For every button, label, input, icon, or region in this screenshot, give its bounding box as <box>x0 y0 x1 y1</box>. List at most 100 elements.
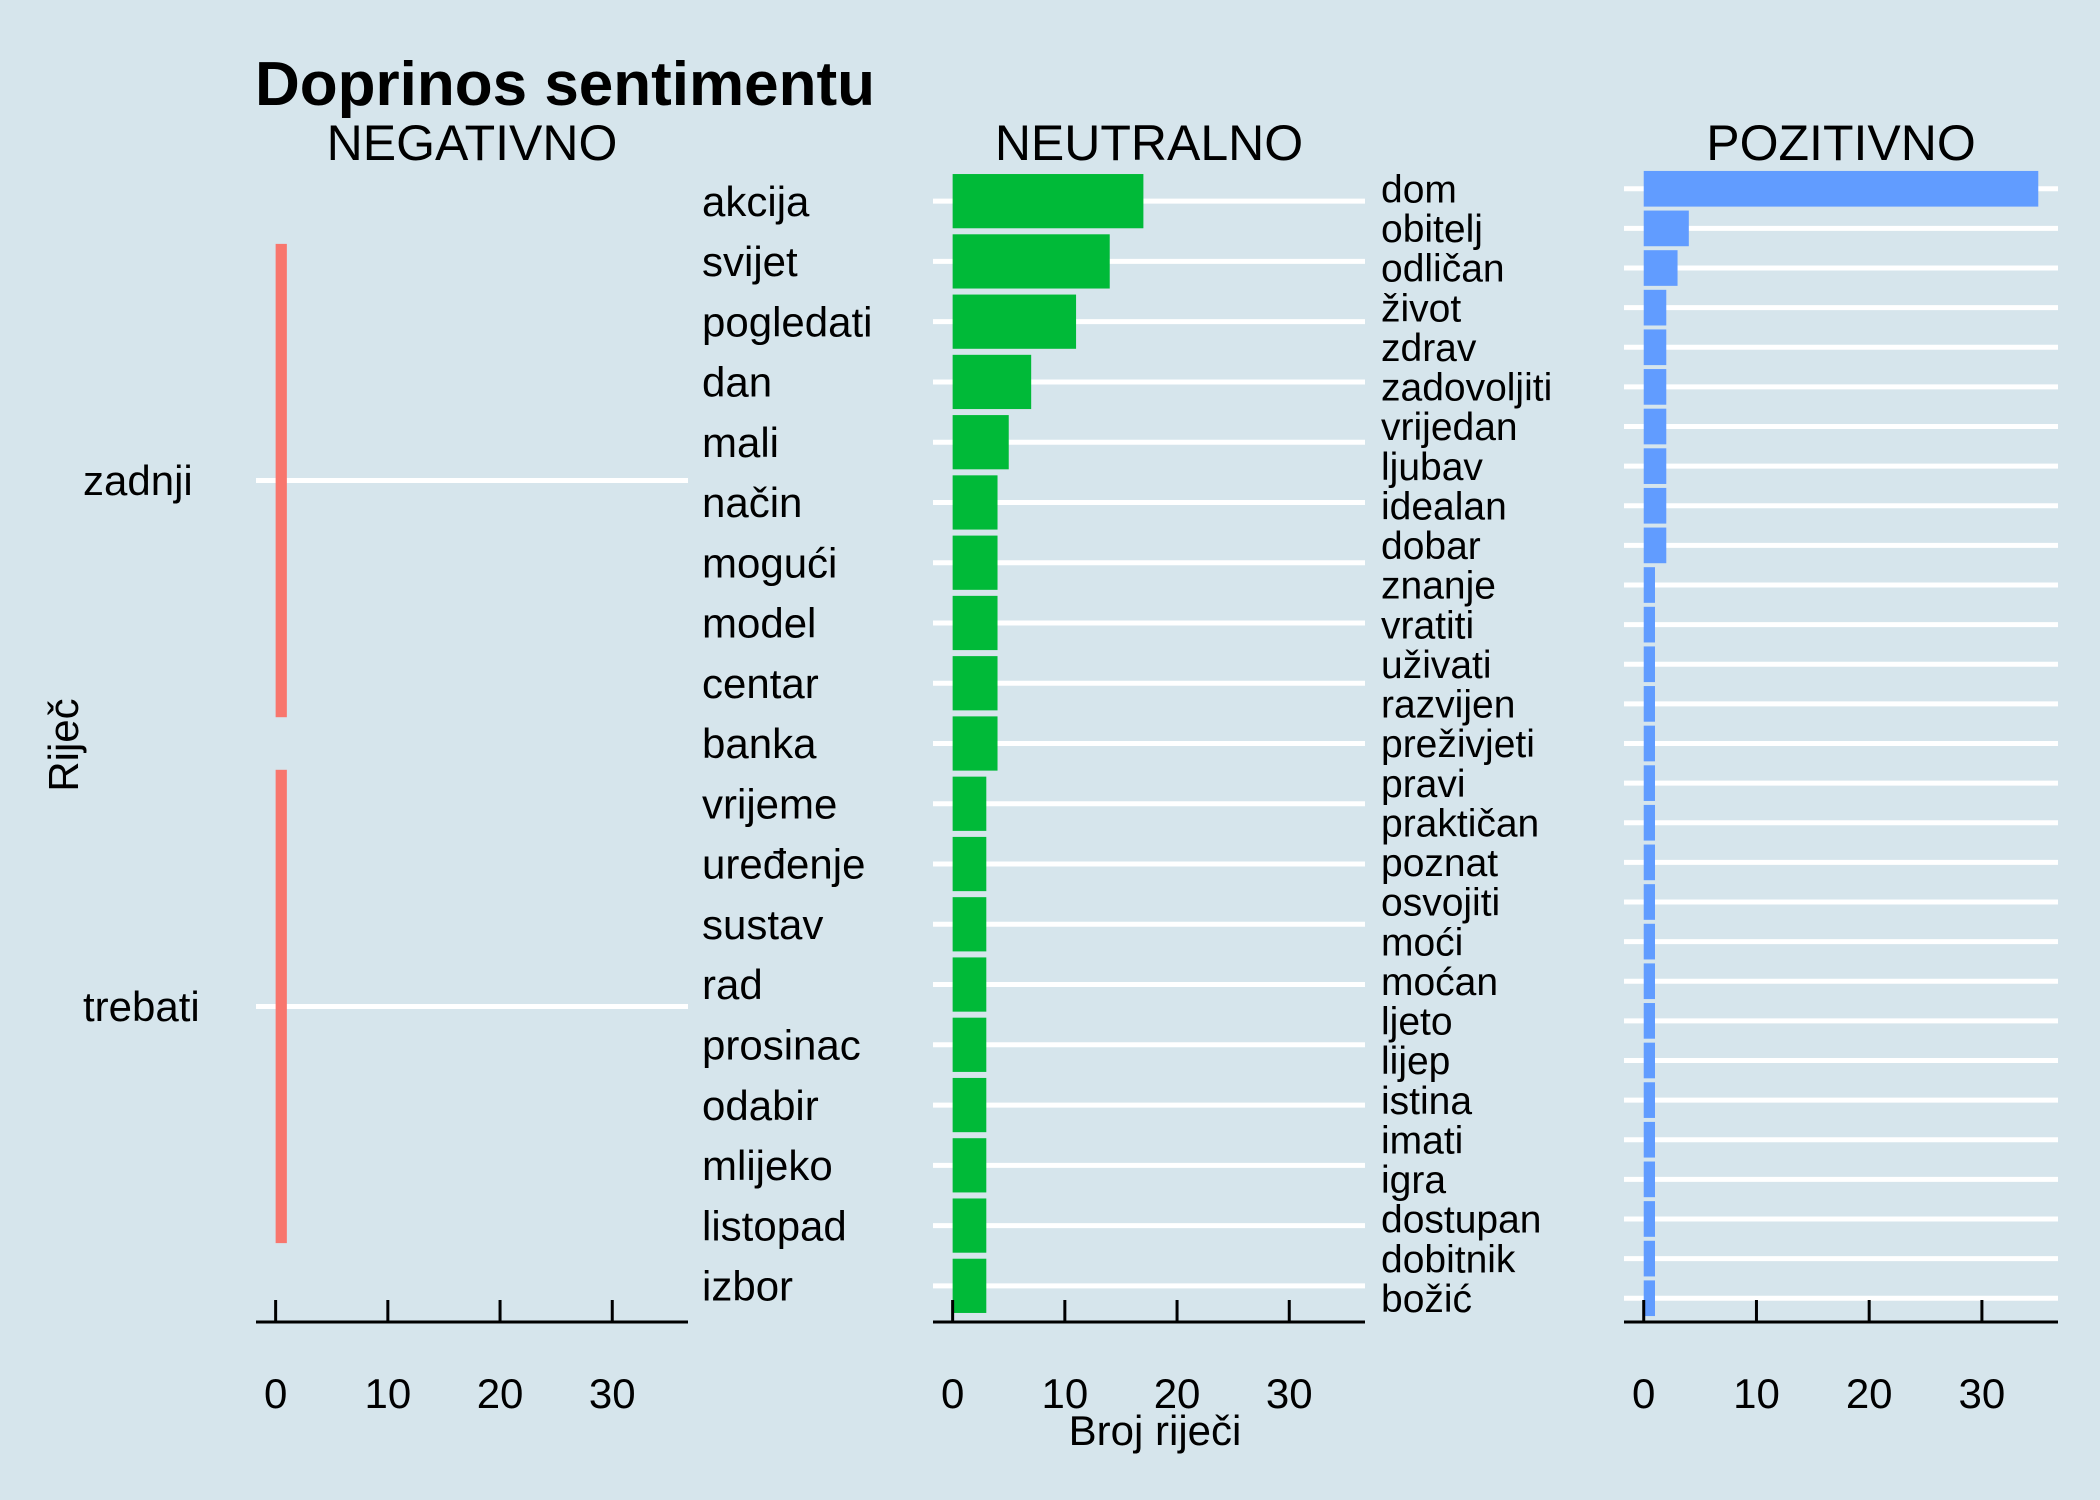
category-label: vrijeme <box>702 780 837 827</box>
bar-uživati <box>1643 646 1655 683</box>
x-tick-label: 10 <box>1733 1370 1780 1417</box>
y-axis-label: Riječ <box>40 698 87 791</box>
category-label: ljeto <box>1381 1001 1453 1044</box>
chart-panels: NEGATIVNO zadnji trebati 0 10 20 30 NEUTRALNO ak… <box>83 115 2058 1417</box>
category-label: lijep <box>1381 1040 1450 1083</box>
category-label: odabir <box>702 1082 819 1129</box>
x-tick-label: 0 <box>941 1370 964 1417</box>
bar-dan <box>952 354 1032 410</box>
category-label: idealan <box>1381 485 1507 528</box>
bar-odabir <box>952 1077 987 1133</box>
bar-poznat <box>1643 844 1655 881</box>
category-label: ljubav <box>1381 446 1483 489</box>
bar-istina <box>1643 1082 1655 1118</box>
x-tick-label: 10 <box>1041 1370 1088 1417</box>
panel-pozitivno: POZITIVNO domobiteljodličanživotzdravzado… <box>1381 115 2058 1417</box>
bar-ljubav <box>1643 448 1667 484</box>
bar-dostupan <box>1643 1201 1655 1237</box>
bar-imati <box>1643 1121 1655 1158</box>
bar-centar <box>952 656 998 711</box>
bar-ljeto <box>1643 1003 1655 1039</box>
bar-izbor <box>952 1258 987 1313</box>
category-label: dobitnik <box>1381 1238 1516 1281</box>
category-label: mali <box>702 419 779 466</box>
category-label: zadnji <box>83 457 193 504</box>
panel-title-neutralno: NEUTRALNO <box>995 115 1303 171</box>
panel-title-negativno: NEGATIVNO <box>327 115 618 171</box>
category-label: rad <box>702 961 763 1008</box>
bar-lijep <box>1643 1042 1655 1079</box>
bar-mogući <box>952 535 998 590</box>
bar-znanje <box>1643 567 1655 603</box>
category-label: dan <box>702 359 772 406</box>
bar-svijet <box>952 234 1110 289</box>
category-label: dom <box>1381 168 1457 211</box>
category-label: model <box>702 600 816 647</box>
bar-život <box>1643 289 1667 326</box>
category-label: vrijedan <box>1381 406 1518 449</box>
category-label: istina <box>1381 1080 1472 1123</box>
category-label: uređenje <box>702 841 865 888</box>
category-label: mogući <box>702 539 837 586</box>
category-label: igra <box>1381 1159 1446 1202</box>
x-tick-label: 0 <box>264 1370 287 1417</box>
bar-idealan <box>1643 487 1667 524</box>
bar-dobitnik <box>1643 1240 1655 1277</box>
bar-model <box>952 595 998 651</box>
bar-vrijedan <box>1643 408 1667 445</box>
x-tick-label: 30 <box>589 1370 636 1417</box>
category-label: život <box>1381 287 1461 330</box>
category-label: pogledati <box>702 298 872 345</box>
bar-odličan <box>1643 250 1678 286</box>
x-tick-label: 0 <box>1632 1370 1655 1417</box>
category-label: dostupan <box>1381 1199 1541 1242</box>
category-label: zdrav <box>1381 327 1477 370</box>
bar-igra <box>1643 1161 1655 1198</box>
bar-dom <box>1643 170 2039 207</box>
bar-moći <box>1643 923 1655 960</box>
bar-rad <box>952 957 987 1012</box>
bar-dobar <box>1643 527 1667 564</box>
panel-neutralno: NEUTRALNO akcija svijet pogledati dan mali nač… <box>702 115 1365 1417</box>
bar-božić <box>1643 1280 1655 1317</box>
category-label: osvojiti <box>1381 882 1500 925</box>
category-label: izbor <box>702 1263 793 1310</box>
bar-pogledati <box>952 294 1077 349</box>
bar-razvijen <box>1643 686 1655 722</box>
x-tick-label: 20 <box>477 1370 524 1417</box>
category-label: pravi <box>1381 763 1466 806</box>
bar-osvojiti <box>1643 884 1655 920</box>
bar-banka <box>952 716 998 771</box>
category-label: uživati <box>1381 644 1492 687</box>
bar-vratiti <box>1643 606 1655 643</box>
chart-title: Doprinos sentimentu <box>255 50 875 119</box>
category-label: vratiti <box>1381 604 1474 647</box>
bar-mali <box>952 415 1009 470</box>
x-tick-label: 10 <box>364 1370 411 1417</box>
category-label: način <box>702 479 802 526</box>
bar-način <box>952 475 998 530</box>
bar-akcija <box>952 174 1144 229</box>
bar-mlijeko <box>952 1138 987 1193</box>
bar-pravi <box>1643 765 1655 801</box>
bar-sustav <box>952 897 987 952</box>
category-label: imati <box>1381 1119 1463 1162</box>
panel-title-pozitivno: POZITIVNO <box>1706 115 1975 171</box>
category-label: božić <box>1381 1278 1472 1321</box>
bar-moćan <box>1643 963 1655 1000</box>
x-axis-label: Broj riječi <box>1069 1407 1242 1454</box>
category-label: zadovoljiti <box>1381 367 1552 410</box>
x-tick-label: 20 <box>1154 1370 1201 1417</box>
category-label: praktičan <box>1381 802 1539 845</box>
category-label: mlijeko <box>702 1142 833 1189</box>
category-label: moćan <box>1381 961 1498 1004</box>
bar-vrijeme <box>952 776 987 831</box>
category-label: listopad <box>702 1202 847 1249</box>
bar-uređenje <box>952 836 987 892</box>
bar-obitelj <box>1643 210 1689 247</box>
bar-prosinac <box>952 1017 987 1072</box>
x-tick-label: 20 <box>1846 1370 1893 1417</box>
category-label: centar <box>702 660 819 707</box>
category-label: obitelj <box>1381 208 1483 251</box>
